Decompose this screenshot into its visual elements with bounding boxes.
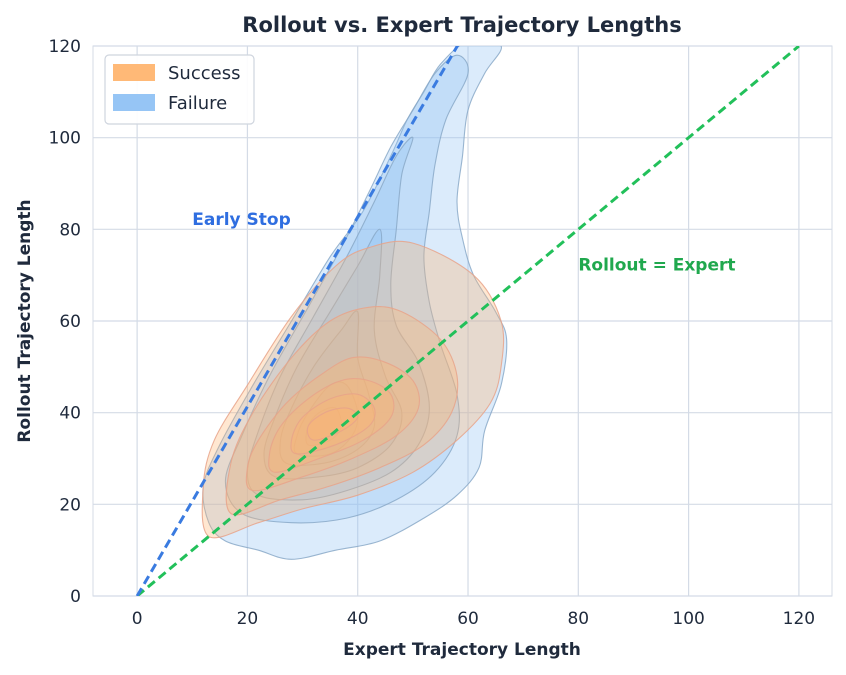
density-contours	[201, 46, 508, 560]
reference-lines	[135, 46, 800, 596]
grid	[93, 45, 832, 597]
contour-failure	[246, 136, 430, 501]
chart-title: Rollout vs. Expert Trajectory Lengths	[242, 13, 681, 37]
x-tick-label: 20	[237, 609, 259, 629]
y-axis-label: Rollout Trajectory Length	[15, 199, 35, 442]
annotation: Early Stop	[192, 210, 291, 230]
x-tick-label: 0	[132, 609, 143, 629]
contour-failure	[202, 46, 508, 560]
legend-label: Success	[168, 63, 240, 84]
y-tick-label: 40	[59, 404, 81, 424]
contour-success	[306, 407, 359, 441]
x-tick-label: 40	[347, 609, 369, 629]
y-tick-label: 100	[49, 129, 81, 149]
contour-failure	[224, 54, 469, 524]
annotations: Early Stop Rollout = Expert	[192, 210, 735, 276]
reference-line	[136, 46, 800, 596]
x-axis-label: Expert Trajectory Length	[343, 640, 581, 660]
contour-success	[245, 356, 421, 492]
annotation: Rollout = Expert	[578, 256, 735, 276]
reference-line	[135, 46, 460, 596]
contour-success	[290, 393, 376, 455]
contour-group-failure	[202, 46, 508, 560]
y-tick-label: 120	[49, 37, 81, 57]
contour-success	[201, 240, 505, 539]
y-tick-label: 60	[59, 312, 81, 332]
x-tick-label: 60	[457, 609, 479, 629]
legend: Success Failure	[104, 54, 255, 125]
legend-swatch	[113, 64, 155, 81]
axis-ticks: 0 20 40 60 80 100 120 0 20 40 60 80 100 120	[49, 37, 816, 629]
y-tick-label: 20	[59, 495, 81, 515]
x-tick-label: 100	[672, 609, 704, 629]
contour-success	[268, 378, 395, 473]
contour-group-success	[201, 240, 505, 539]
legend-label: Failure	[168, 93, 227, 114]
x-tick-label: 80	[567, 609, 589, 629]
legend-swatch	[113, 94, 155, 111]
x-tick-label: 120	[783, 609, 815, 629]
y-tick-label: 80	[59, 220, 81, 240]
contour-success	[225, 306, 459, 516]
y-tick-label: 0	[70, 587, 81, 607]
contour-failure	[263, 228, 403, 480]
